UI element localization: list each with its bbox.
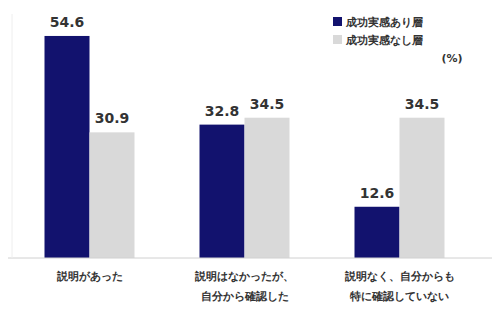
x-axis-line [8, 258, 492, 259]
data-label: 32.8 [205, 103, 240, 119]
legend: 成功実感あり層成功実感なし層 [333, 16, 423, 47]
category-label-line: 説明はなかったが、 [194, 270, 294, 283]
chart-container: 54.6 32.8 12.6 30.9 34.5 34.5 説明があった 説明はなかったが、自… [0, 0, 500, 318]
legend-label: 成功実感あり層 [345, 16, 423, 29]
data-label: 54.6 [50, 14, 85, 30]
legend-swatch [333, 35, 342, 44]
bar [355, 207, 400, 258]
data-label: 12.6 [360, 185, 395, 201]
category-label-line: 自分から確認した [201, 290, 289, 303]
data-labels: 54.6 32.8 12.6 30.9 34.5 34.5 [50, 14, 440, 201]
category-label-line: 特に確認していない [349, 290, 449, 303]
bar [200, 125, 245, 258]
legend-label: 成功実感なし層 [345, 34, 423, 47]
category-label: 説明はなかったが、自分から確認した [194, 270, 294, 303]
category-label-line: 説明なく、自分からも [344, 270, 455, 283]
bars [45, 36, 445, 258]
data-label: 30.9 [95, 110, 130, 126]
bar [90, 132, 135, 258]
data-label: 34.5 [405, 96, 440, 112]
bar [400, 118, 445, 258]
category-label: 説明があった [56, 270, 123, 283]
data-label: 34.5 [250, 96, 285, 112]
unit-label: (%) [441, 52, 462, 65]
bar [45, 36, 90, 258]
bar [245, 118, 290, 258]
legend-swatch [333, 17, 342, 26]
category-label-line: 説明があった [56, 270, 123, 283]
category-label: 説明なく、自分からも特に確認していない [344, 270, 455, 303]
y-axis-line [12, 14, 13, 258]
chart: 54.6 32.8 12.6 30.9 34.5 34.5 説明があった 説明はなかったが、自… [0, 0, 500, 318]
